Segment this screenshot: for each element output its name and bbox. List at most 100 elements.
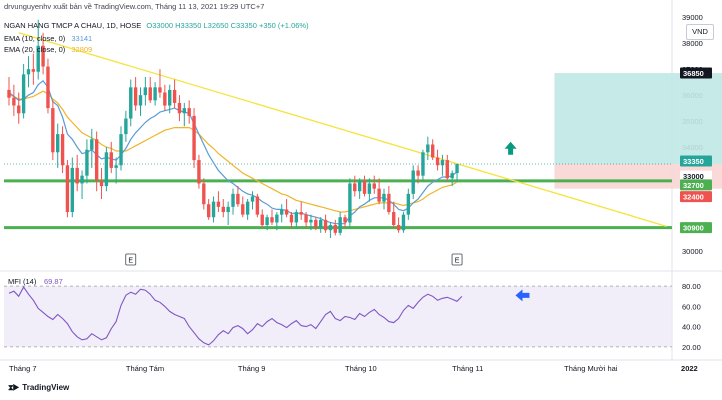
candle-body [109, 152, 113, 168]
candle [455, 163, 459, 183]
candle-body [60, 134, 65, 166]
candle-body [387, 193, 391, 213]
candle [309, 214, 313, 231]
candle-body [26, 69, 31, 75]
candle-body [392, 212, 396, 226]
candle-body [90, 139, 94, 150]
candle [314, 217, 318, 231]
publisher-line: drvunguyenhv xuất bản về TradingView.com… [4, 2, 265, 11]
candle [250, 191, 255, 210]
time-tick-label: Tháng 11 [452, 364, 483, 373]
candle-body [367, 183, 372, 194]
candle [143, 76, 148, 106]
candle-body [21, 74, 26, 114]
candle [12, 84, 16, 116]
earnings-marker-box [125, 253, 137, 266]
candle [56, 123, 60, 168]
candle [216, 191, 221, 213]
earnings-marker-label: E [455, 258, 460, 265]
ema10-label: EMA (10, close, 0) [4, 34, 66, 43]
candle [80, 170, 84, 200]
candle-body [153, 87, 157, 101]
candle [231, 188, 235, 215]
candle-body [250, 196, 255, 202]
candle-body [231, 193, 235, 207]
candle-body [377, 188, 381, 202]
candle [275, 212, 279, 231]
candle [343, 214, 347, 228]
candle-body [172, 89, 177, 103]
price-label: 33350 [680, 155, 712, 167]
candle-body [65, 165, 70, 213]
candle [153, 82, 157, 106]
candle-body [168, 89, 172, 106]
candle-body [80, 175, 84, 184]
candle-body [411, 170, 415, 194]
mfi-tick-label: 60.00 [682, 302, 701, 311]
tradingview-logo-text: TradingView [22, 383, 70, 392]
candle [90, 128, 94, 168]
candle [426, 136, 430, 161]
candle [177, 95, 182, 122]
candle-body [221, 206, 225, 213]
candle-body [148, 87, 152, 101]
candle [357, 178, 362, 200]
earnings-marker: E [125, 253, 137, 266]
candle [70, 157, 75, 218]
price-label-text: 32700 [683, 181, 704, 190]
candle-body [226, 206, 230, 213]
candle-body [265, 217, 269, 226]
candle-body [318, 219, 323, 228]
mfi-tick-label: 40.00 [682, 323, 701, 332]
candle-body [445, 160, 449, 179]
price-label-text: 33000 [683, 172, 704, 181]
candle [158, 69, 162, 98]
price-label-box [680, 222, 712, 234]
candle [255, 193, 260, 218]
candle [353, 175, 357, 197]
candle [202, 178, 206, 210]
candle [51, 100, 55, 161]
candle [323, 214, 328, 233]
candle-body [294, 212, 299, 223]
candle-body [440, 160, 445, 166]
candle [280, 204, 284, 223]
candle [382, 188, 386, 210]
price-tick-label: 38000 [682, 39, 703, 48]
candle-body [245, 201, 250, 215]
candle-body [343, 217, 347, 223]
candle [124, 110, 128, 142]
price-label: 32400 [680, 191, 712, 203]
ema20-legend[interactable]: EMA (20, close, 0) 32809 [4, 45, 92, 54]
ema20-value: 32809 [71, 45, 93, 54]
candle-body [450, 173, 454, 179]
price-label-text: 32400 [683, 193, 704, 202]
candle-body [138, 95, 143, 106]
candle [129, 79, 133, 127]
candle-body [333, 225, 337, 233]
candle [99, 167, 104, 200]
candle-body [353, 183, 357, 192]
mfi-band [4, 286, 672, 347]
candle-body [309, 219, 313, 223]
earnings-marker-box [451, 253, 463, 266]
candle-body [163, 92, 167, 106]
candle [401, 212, 406, 233]
symbol-name[interactable]: NGAN HANG TMCP A CHAU, 1D, HOSE [4, 21, 142, 30]
time-tick-label: Tháng Mười hai [564, 364, 618, 373]
candle-body [75, 167, 79, 184]
candle [133, 76, 138, 111]
candle-body [177, 102, 182, 114]
currency-badge[interactable]: VND [686, 24, 714, 40]
candle-body [143, 87, 148, 96]
price-label-box [680, 170, 712, 182]
candle [7, 76, 11, 106]
candle-body [314, 219, 318, 228]
tradingview-logo-icon: ⧗▶ [8, 383, 19, 392]
candle [328, 222, 333, 239]
ema10-legend[interactable]: EMA (10, close, 0) 33141 [4, 34, 92, 43]
candle [299, 201, 303, 220]
candle [294, 209, 299, 228]
candle-body [455, 163, 459, 174]
